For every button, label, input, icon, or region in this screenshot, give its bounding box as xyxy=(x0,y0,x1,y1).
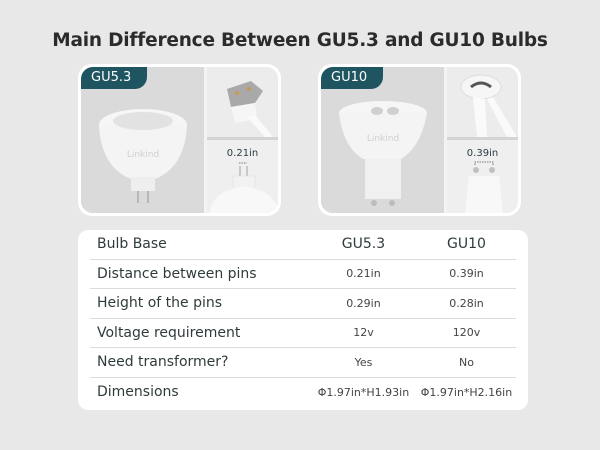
gu53-pin-distance-label: 0.21in xyxy=(226,148,259,159)
row-value-gu10: 120v xyxy=(452,326,481,340)
divider xyxy=(204,67,207,213)
row-label: Height of the pins xyxy=(97,295,223,312)
table-row: Voltage requirement 12v 120v xyxy=(90,319,516,348)
row-label: Distance between pins xyxy=(97,265,257,282)
table-header-row: Bulb Base GU5.3 GU10 xyxy=(90,230,516,260)
row-value-gu53: 0.29in xyxy=(346,296,381,310)
row-label: Dimensions xyxy=(97,384,179,401)
table-row: Height of the pins 0.29in 0.28in xyxy=(90,289,516,319)
row-value-gu53: 0.21in xyxy=(346,267,381,281)
divider xyxy=(207,137,278,140)
gu10-tag: GU10 xyxy=(321,67,384,89)
gu10-pins-closeup: 0.39in xyxy=(447,140,518,213)
divider xyxy=(447,137,518,140)
gu53-socket-image xyxy=(207,67,278,137)
row-value-gu10: Φ1.97in*H2.16in xyxy=(420,385,513,399)
gu10-bulb-image: Linkind xyxy=(321,67,444,213)
gu10-brand-text: Linkind xyxy=(367,134,399,144)
gu10-socket-image xyxy=(447,67,518,137)
row-label: Need transformer? xyxy=(97,354,229,371)
row-label: Voltage requirement xyxy=(97,324,241,341)
gu53-brand-text: Linkind xyxy=(127,150,159,160)
gu10-pin-distance-label: 0.39in xyxy=(466,148,499,159)
row-value-gu53: Φ1.97in*H1.93in xyxy=(317,385,410,399)
divider xyxy=(444,67,447,213)
comparison-table: Bulb Base GU5.3 GU10 Distance between pi… xyxy=(78,230,528,410)
gu53-bulb-image: Linkind xyxy=(81,67,204,213)
header-label: Bulb Base xyxy=(97,236,167,253)
page-title: Main Difference Between GU5.3 and GU10 B… xyxy=(52,30,548,51)
gu53-tag: GU5.3 xyxy=(81,67,148,89)
header-col-gu53: GU5.3 xyxy=(341,236,386,253)
row-value-gu53: Yes xyxy=(354,355,373,369)
header-col-gu10: GU10 xyxy=(447,236,486,253)
table-row: Distance between pins 0.21in 0.39in xyxy=(90,260,516,289)
table-row: Need transformer? Yes No xyxy=(90,348,516,378)
gu10-image-panel: GU10 Linkind 0.39in xyxy=(318,64,521,216)
gu53-image-panel: GU5.3 Linkind 0.21in xyxy=(78,64,281,216)
row-value-gu10: 0.28in xyxy=(449,296,484,310)
row-value-gu10: No xyxy=(458,355,474,369)
row-value-gu10: 0.39in xyxy=(449,267,484,281)
row-value-gu53: 12v xyxy=(353,326,374,340)
table-row: Dimensions Φ1.97in*H1.93in Φ1.97in*H2.16… xyxy=(90,378,516,408)
gu53-pins-closeup: 0.21in xyxy=(207,140,278,213)
